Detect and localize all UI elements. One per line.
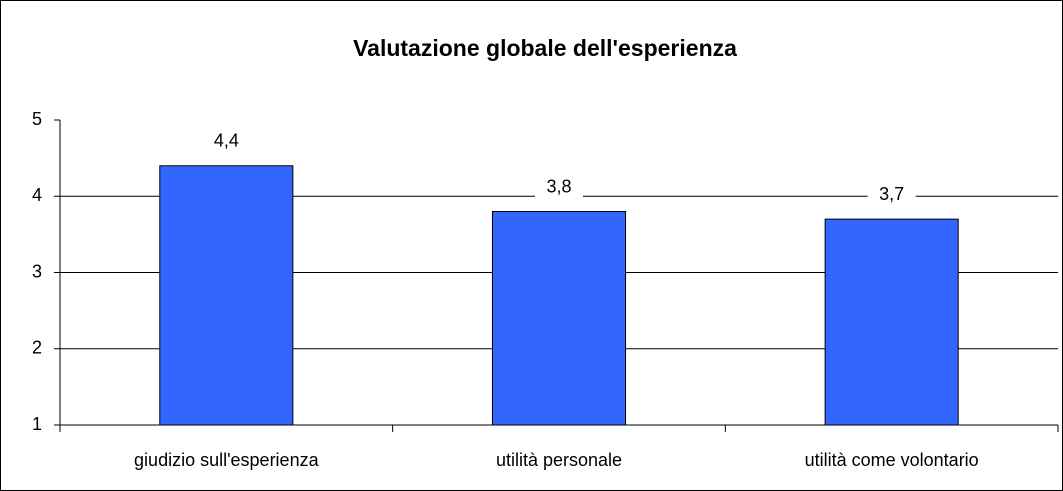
y-tick-label: 2 [32, 338, 42, 358]
value-label-bg [867, 183, 916, 208]
y-tick-label: 3 [32, 261, 42, 281]
y-tick-label: 1 [32, 414, 42, 434]
chart-title: Valutazione globale dell'esperienza [353, 35, 737, 61]
value-label-bg [535, 175, 583, 200]
value-label-bg [202, 129, 251, 154]
x-tick-label: giudizio sull'esperienza [134, 450, 320, 470]
x-tick-label: utilità come volontario [805, 450, 979, 470]
value-label: 3,7 [879, 184, 904, 204]
bar [491, 211, 627, 426]
y-tick-label: 5 [32, 109, 42, 129]
y-tick-label: 4 [32, 185, 42, 205]
value-label: 4,4 [214, 131, 239, 151]
x-tick-label: utilità personale [496, 450, 622, 470]
bar [824, 218, 959, 426]
bar [159, 165, 294, 426]
value-label: 3,8 [546, 176, 571, 196]
